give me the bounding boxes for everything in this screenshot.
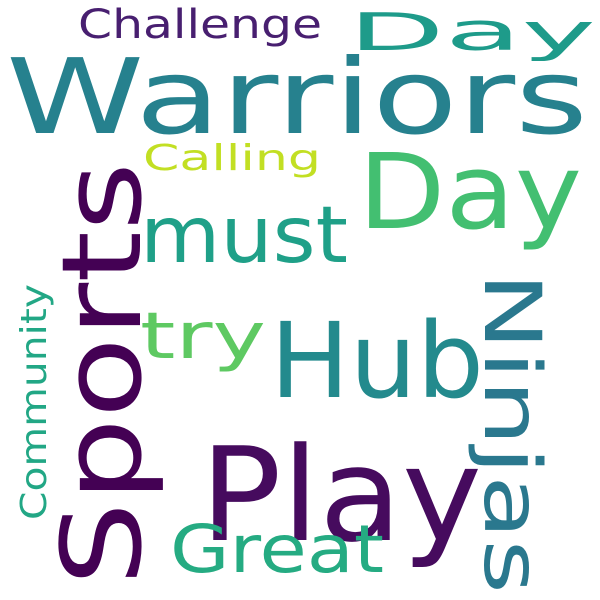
word-must: must bbox=[140, 191, 348, 281]
word-eastern: Day bbox=[348, 3, 596, 63]
word-hub: Hub bbox=[270, 300, 484, 422]
word-sports: Sports bbox=[38, 162, 166, 586]
word-play: Play bbox=[200, 419, 482, 571]
word-great: Great bbox=[170, 511, 384, 588]
word-calling: Calling bbox=[143, 138, 321, 179]
word-challenge: Challenge bbox=[78, 2, 322, 48]
word-try: try bbox=[140, 300, 266, 374]
word-community: Community bbox=[14, 284, 55, 520]
word-day: Day bbox=[358, 131, 582, 253]
word-warriors: Warriors bbox=[6, 36, 588, 158]
word-ninjas: Ninjas bbox=[466, 272, 556, 594]
